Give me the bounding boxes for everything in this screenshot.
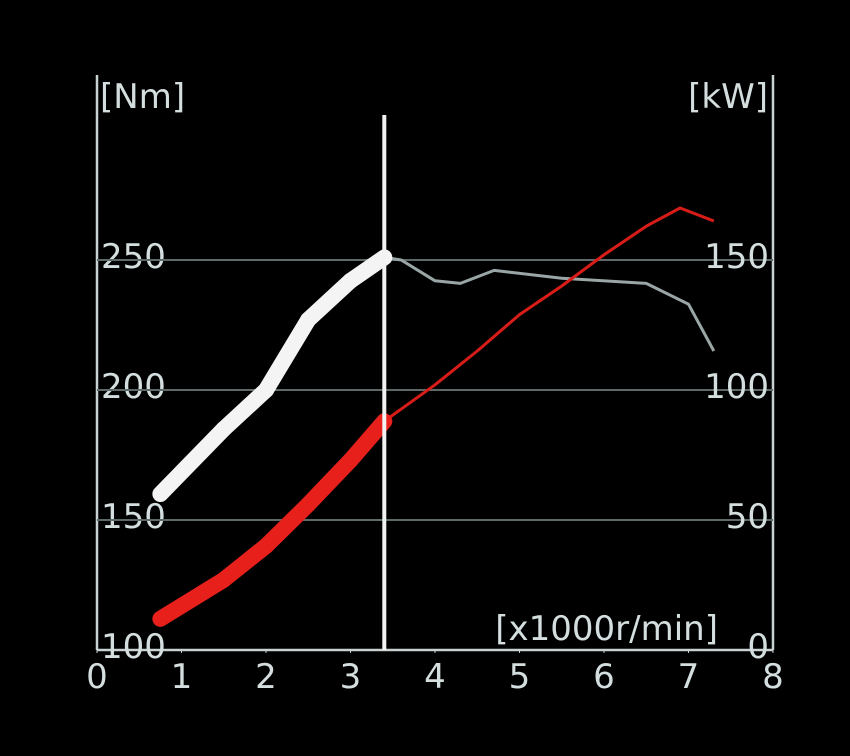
x-tick-label: 3 <box>340 657 362 697</box>
line-highlight <box>342 249 393 289</box>
line-highlight <box>215 538 274 588</box>
y2-tick-label: 50 <box>726 497 769 537</box>
y-axis-label: [Nm] <box>100 77 185 117</box>
line-highlight <box>258 311 317 398</box>
y2-tick-label: 0 <box>747 627 769 667</box>
x-tick-label: 0 <box>86 657 108 697</box>
line <box>159 255 716 496</box>
x-tick-label: 5 <box>509 657 531 697</box>
line-highlight <box>300 272 359 328</box>
line-highlight <box>152 571 232 627</box>
y-tick-label: 250 <box>101 237 166 277</box>
y-tick-label: 100 <box>101 627 166 667</box>
x-tick-label: 1 <box>171 657 193 697</box>
line-highlight <box>258 496 317 554</box>
x-axis-label: [x1000r/min] <box>495 609 718 649</box>
line-highlight <box>152 421 232 502</box>
y2-axis-label: [kW] <box>688 77 768 117</box>
y-tick-label: 150 <box>101 497 166 537</box>
y-tick-label: 200 <box>101 367 166 407</box>
x-tick-label: 2 <box>255 657 277 697</box>
y2-tick-label: 150 <box>704 237 769 277</box>
x-tick-label: 4 <box>424 657 446 697</box>
x-tick-label: 8 <box>762 657 784 697</box>
y2-tick-label: 100 <box>704 367 769 407</box>
x-tick-label: 7 <box>678 657 700 697</box>
line-highlight <box>215 382 274 437</box>
line-highlight <box>342 413 393 469</box>
x-tick-label: 6 <box>593 657 615 697</box>
line-highlight <box>300 452 359 513</box>
